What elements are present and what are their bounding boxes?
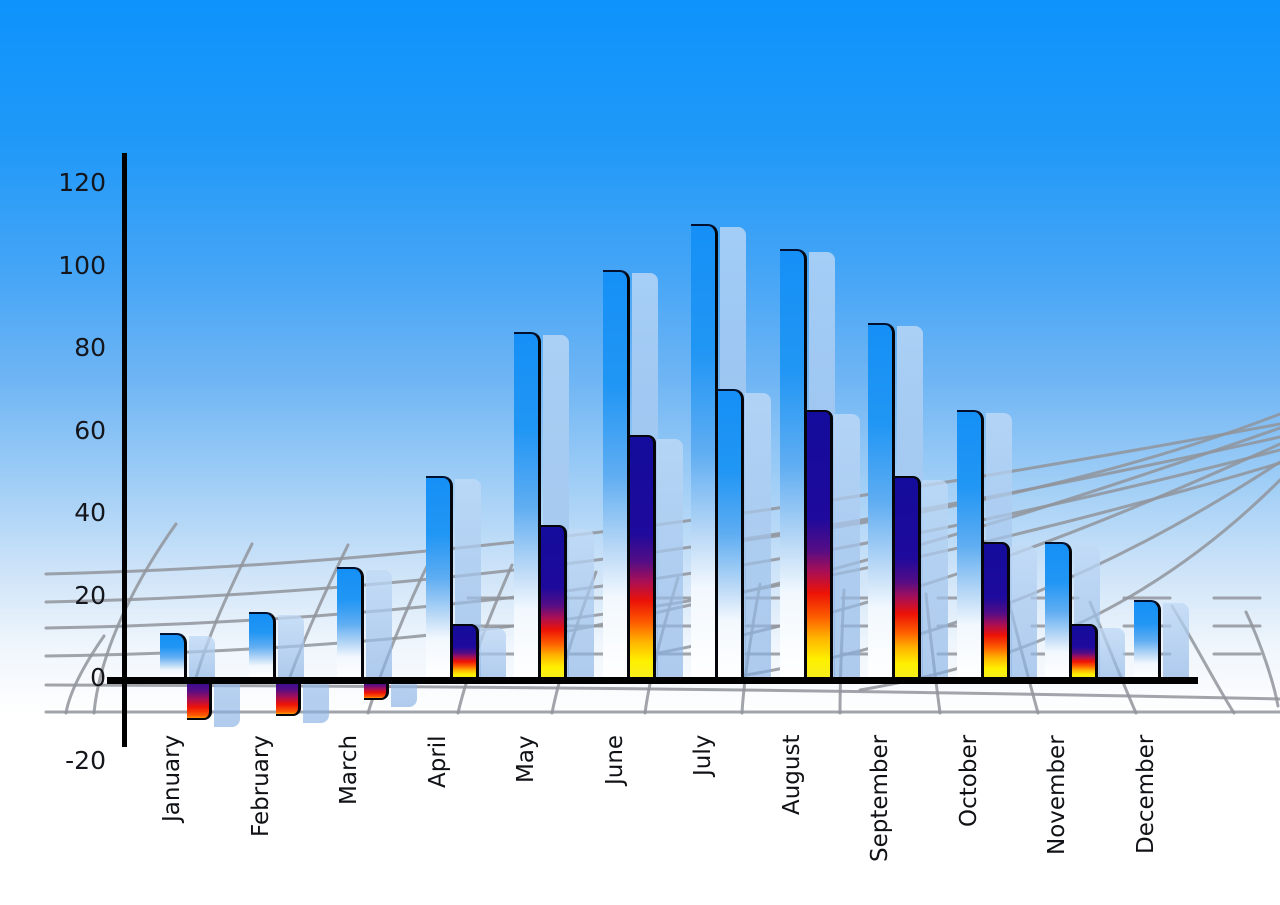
bar-echo	[656, 438, 683, 684]
month-label: July	[690, 735, 716, 777]
month-label: May	[513, 735, 539, 783]
month-label: September	[867, 735, 893, 863]
month-label: November	[1044, 735, 1070, 855]
bar-secondary	[275, 679, 301, 717]
month-label: February	[247, 735, 274, 837]
bar-echo	[568, 529, 594, 684]
bar-primary	[779, 249, 807, 679]
bar-primary	[868, 323, 895, 679]
bar-secondary	[541, 525, 567, 678]
bar-echo	[189, 635, 215, 680]
bar-primary	[691, 224, 718, 679]
bar-echo	[833, 413, 860, 684]
bar-echo	[366, 569, 392, 680]
month-label: June	[601, 735, 628, 786]
bar-primary	[1133, 599, 1161, 679]
bar-secondary	[718, 389, 744, 678]
bar-primary	[602, 269, 630, 679]
grid-line	[1244, 610, 1280, 708]
y-tick-label: 80	[74, 333, 106, 362]
y-tick-label: 120	[58, 168, 106, 197]
bar-echo	[1010, 545, 1037, 684]
month-label: January	[159, 735, 185, 823]
bar-primary	[248, 612, 276, 679]
bar-secondary	[364, 679, 389, 700]
month-label: August	[778, 735, 805, 816]
grid-line	[1212, 596, 1262, 656]
bar-echo	[214, 684, 240, 728]
bar-echo	[302, 684, 329, 724]
grid-line	[44, 683, 1280, 701]
bar-echo	[479, 628, 506, 684]
bar-secondary	[452, 624, 479, 678]
bar-echo	[277, 615, 304, 680]
bar-echo	[1162, 602, 1189, 680]
y-tick-label: 60	[74, 415, 106, 445]
y-tick-label: 20	[74, 580, 106, 610]
y-tick-label: -20	[65, 745, 106, 775]
month-label: April	[424, 735, 451, 788]
bar-secondary	[895, 475, 921, 678]
y-tick-label: 0	[90, 663, 106, 692]
month-label: December	[1132, 735, 1159, 855]
bar-secondary	[187, 679, 212, 721]
bar-echo	[1099, 628, 1125, 684]
y-tick-label: 40	[74, 498, 106, 527]
bar-echo	[745, 393, 771, 684]
bar-echo	[922, 479, 948, 684]
bar-primary	[1045, 541, 1072, 679]
month-label: March	[336, 735, 362, 806]
bar-primary	[160, 632, 187, 679]
y-tick-label: 100	[58, 250, 106, 280]
bar-echo	[391, 684, 417, 707]
grid-line	[44, 422, 1280, 576]
bar-primary	[514, 331, 541, 679]
bar-secondary	[1072, 624, 1098, 678]
bar-secondary	[629, 434, 656, 678]
bar-secondary	[983, 541, 1010, 678]
month-label: October	[955, 735, 982, 828]
bar-primary	[337, 566, 364, 679]
grid-line	[64, 634, 106, 715]
bar-primary	[425, 475, 453, 679]
bar-secondary	[806, 409, 833, 678]
zero-baseline	[107, 677, 1198, 684]
bar-primary	[956, 409, 984, 679]
y-axis-line	[122, 153, 127, 747]
